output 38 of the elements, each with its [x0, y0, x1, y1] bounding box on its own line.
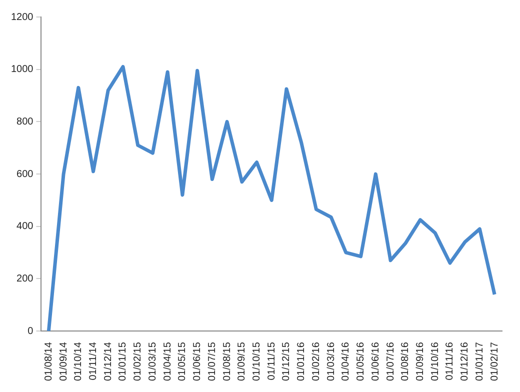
- x-tick-label: 01/11/16: [444, 342, 456, 380]
- x-tick-label: 01/09/15: [236, 342, 248, 382]
- x-tick-label: 01/03/16: [326, 342, 337, 382]
- x-tick-label: 01/09/16: [415, 342, 426, 382]
- x-tick-label: 01/01/16: [296, 342, 308, 382]
- x-tick-label: 01/10/14: [73, 342, 84, 382]
- x-tick-label: 01/03/15: [147, 342, 158, 382]
- x-tick-label: 01/05/15: [177, 342, 188, 382]
- x-tick-label: 01/02/16: [310, 342, 322, 382]
- y-tick-label: 1200: [10, 12, 34, 23]
- x-tick-label: 01/08/16: [400, 342, 412, 382]
- x-tick-label: 01/07/16: [385, 342, 396, 382]
- y-tick-label: 800: [16, 116, 34, 128]
- x-tick-label: 01/10/15: [252, 342, 263, 382]
- x-tick-label: 01/06/15: [192, 342, 204, 382]
- x-tick-label: 01/07/15: [206, 342, 218, 382]
- x-tick-label: 01/04/15: [162, 342, 174, 382]
- x-tick-label: 01/01/15: [118, 342, 129, 382]
- x-tick-label: 01/06/16: [370, 342, 382, 382]
- x-tick-label: 01/11/15: [266, 342, 278, 380]
- x-tick-label: 01/08/15: [222, 342, 233, 382]
- x-tick-label: 01/05/16: [356, 342, 367, 382]
- x-tick-label: 01/04/16: [340, 342, 352, 382]
- x-tick-label: 01/12/14: [102, 342, 114, 382]
- y-tick-label: 400: [16, 221, 34, 232]
- x-tick-label: 01/09/14: [58, 342, 70, 382]
- y-tick-label: 1000: [10, 64, 34, 76]
- x-tick-label: 01/01/17: [474, 342, 486, 382]
- y-tick-label: 200: [16, 273, 34, 284]
- y-tick-label: 600: [16, 168, 34, 180]
- x-tick-label: 01/08/14: [43, 342, 54, 382]
- y-tick-label: 0: [28, 326, 34, 337]
- x-tick-label: 01/10/16: [430, 342, 441, 382]
- x-tick-label: 01/02/17: [489, 342, 500, 382]
- x-tick-label: 01/12/16: [460, 342, 471, 382]
- x-tick-label: 01/02/15: [132, 342, 144, 382]
- x-tick-label: 01/12/15: [281, 342, 292, 382]
- x-tick-label: 01/11/14: [88, 342, 100, 380]
